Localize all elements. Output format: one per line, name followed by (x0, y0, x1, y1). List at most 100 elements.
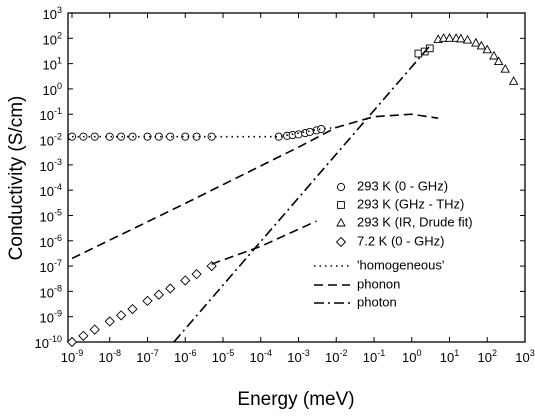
tick-label: 10-9 (40, 309, 62, 326)
legend-label: 293 K (GHz - THz) (357, 196, 464, 211)
legend-label: 7.2 K (0 - GHz) (357, 233, 444, 248)
tick-base: 10 (325, 350, 339, 365)
tick-label: 10-9 (61, 348, 83, 365)
tick-base: 10 (43, 83, 57, 98)
tick-base: 10 (363, 350, 377, 365)
tick-exponent: -10 (49, 334, 62, 344)
tick-label: 102 (478, 348, 497, 365)
diamond-marker (191, 269, 202, 280)
triangle-marker (489, 50, 499, 60)
tick-base: 10 (40, 311, 54, 326)
tick-exponent: -6 (188, 348, 196, 358)
diamond-marker (66, 336, 78, 348)
tick-base: 10 (40, 260, 54, 275)
y-axis-title: Conductivity (S/cm) (6, 96, 27, 261)
tick-exponent: -9 (75, 348, 83, 358)
tick-exponent: 0 (57, 81, 62, 91)
diamond-marker (180, 275, 191, 286)
tick-exponent: -9 (54, 309, 62, 319)
tick-label: 10-8 (99, 348, 121, 365)
tick-exponent: -5 (54, 207, 62, 217)
tick-base: 10 (212, 350, 226, 365)
tick-exponent: -7 (151, 348, 159, 358)
legend-marker (336, 217, 346, 227)
tick-label: 10-8 (40, 283, 62, 300)
legend-marker (337, 201, 345, 209)
tick-base: 10 (40, 108, 54, 123)
triangle-marker (462, 34, 473, 44)
legend-marker (335, 236, 347, 248)
tick-label: 101 (440, 348, 459, 365)
tick-exponent: -8 (54, 283, 62, 293)
triangle-marker (444, 33, 455, 42)
tick-label: 10-6 (40, 233, 62, 250)
tick-exponent: -1 (54, 106, 62, 116)
tick-label: 10-1 (40, 106, 62, 123)
triangle-marker (493, 56, 504, 66)
tick-label: 10-3 (40, 157, 62, 174)
diamond-marker (89, 324, 100, 335)
legend-marker (336, 182, 346, 192)
tick-label: 10-6 (174, 348, 196, 365)
tick-exponent: 2 (57, 30, 62, 40)
circle-marker (117, 132, 126, 141)
tick-base: 10 (40, 235, 54, 250)
triangle-marker (438, 33, 449, 42)
tick-label: 100 (402, 348, 421, 365)
tick-exponent: -7 (54, 258, 62, 268)
tick-label: 10-7 (40, 258, 62, 275)
tick-base: 10 (40, 209, 54, 224)
circle-marker (317, 124, 326, 134)
tick-exponent: -1 (377, 348, 385, 358)
tick-base: 10 (287, 350, 301, 365)
tick-label: 10-1 (363, 348, 385, 365)
triangle-marker (508, 76, 519, 85)
diamond-marker (153, 289, 165, 300)
tick-exponent: 3 (530, 348, 535, 358)
tick-exponent: -2 (339, 348, 347, 358)
triangle-marker (482, 44, 493, 54)
tick-base: 10 (478, 350, 492, 365)
diamond-marker (78, 330, 89, 341)
legend-label: 293 K (IR, Drude fit) (357, 214, 473, 229)
triangle-marker (500, 63, 511, 73)
tick-exponent: 2 (492, 348, 497, 358)
tick-exponent: -3 (54, 157, 62, 167)
tick-exponent: -2 (54, 132, 62, 142)
tick-label: 10-7 (136, 348, 158, 365)
diamond-marker (165, 283, 176, 294)
tick-exponent: 3 (57, 5, 62, 15)
tick-label: 10-5 (40, 207, 62, 224)
tick-base: 10 (174, 350, 188, 365)
tick-label: 103 (43, 5, 62, 22)
legend-label: 293 K (0 - GHz) (357, 178, 448, 193)
tick-exponent: 0 (416, 348, 421, 358)
tick-exponent: -5 (226, 348, 234, 358)
tick-label: 10-4 (40, 182, 62, 199)
tick-exponent: -8 (113, 348, 121, 358)
tick-label: 10-2 (325, 348, 347, 365)
tick-label: 10-3 (287, 348, 309, 365)
tick-label: 101 (43, 56, 62, 73)
legend-label: 'homogeneous' (357, 257, 444, 272)
tick-exponent: -4 (54, 182, 62, 192)
tick-base: 10 (61, 350, 75, 365)
line (71, 113, 439, 260)
tick-base: 10 (40, 285, 54, 300)
tick-base: 10 (99, 350, 113, 365)
legend-label: phonon (357, 276, 400, 291)
tick-base: 10 (43, 32, 57, 47)
tick-label: 10-4 (250, 348, 272, 365)
circle-marker (294, 130, 303, 139)
square-marker (425, 44, 434, 53)
tick-base: 10 (43, 7, 57, 22)
circle-marker (166, 132, 175, 141)
tick-label: 102 (43, 30, 62, 47)
tick-exponent: -6 (54, 233, 62, 243)
tick-base: 10 (402, 350, 416, 365)
legend-label: photon (357, 294, 397, 309)
circle-marker (305, 127, 314, 136)
tick-label: 103 (515, 348, 534, 365)
tick-base: 10 (440, 350, 454, 365)
